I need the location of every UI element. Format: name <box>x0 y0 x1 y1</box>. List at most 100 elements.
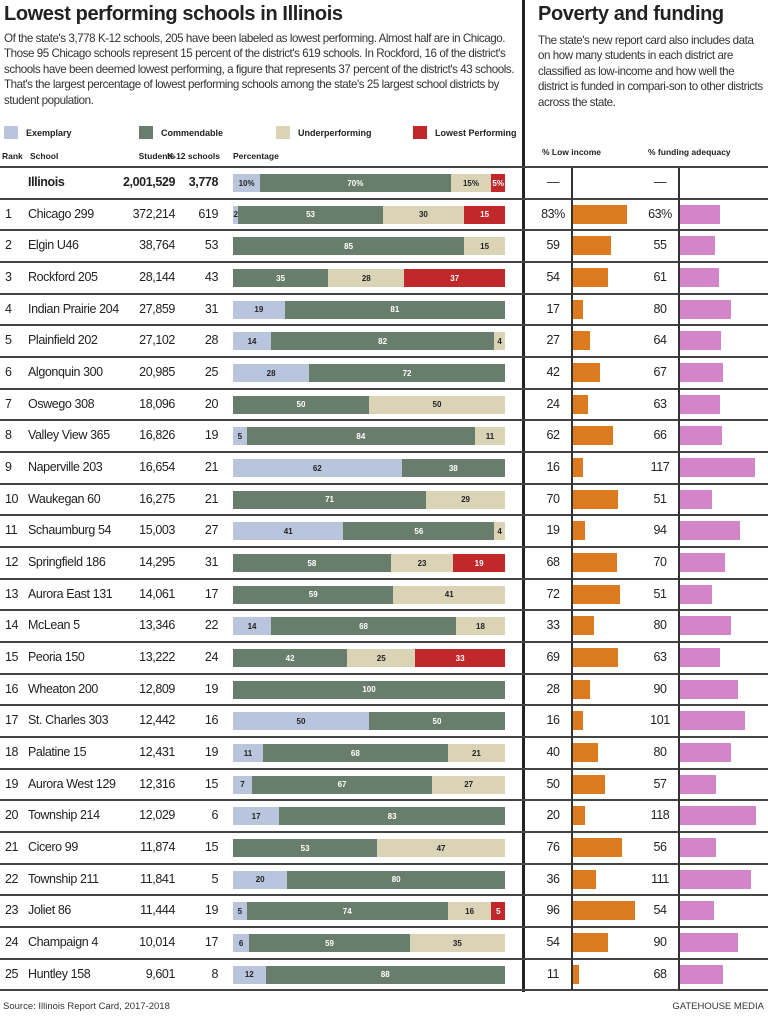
k12-count: 17 <box>204 935 219 950</box>
row-divider <box>0 197 768 200</box>
school-name: Champaign 4 <box>28 935 98 950</box>
segment-label: 25 <box>376 653 386 663</box>
school-name: Aurora West 129 <box>28 776 116 791</box>
percentage-bar: 14 82 4 <box>233 332 505 351</box>
segment-label: 21 <box>471 748 481 758</box>
funding-bar <box>679 774 717 794</box>
school-name: Cicero 99 <box>28 840 78 855</box>
rank: 6 <box>5 365 12 380</box>
legend-commendable: Commendable <box>139 126 223 139</box>
segment-label: 11 <box>485 431 495 441</box>
row-divider <box>0 324 768 327</box>
funding-value: 70 <box>653 555 667 570</box>
row-divider <box>0 862 768 865</box>
commendable-segment: 68 <box>271 617 457 636</box>
table-row: 6 Algonquin 300 20,985 25 28 72 42 67 <box>0 357 768 389</box>
table-row: 8 Valley View 365 16,826 19 5 84 11 62 66 <box>0 420 768 452</box>
lowest-segment: 37 <box>404 269 505 287</box>
underperforming-segment: 50 <box>369 395 505 414</box>
school-name: Waukegan 60 <box>28 491 101 506</box>
low-income-bar <box>572 204 627 224</box>
credit: GATEHOUSE MEDIA <box>672 1001 764 1012</box>
row-divider <box>0 609 768 612</box>
segment-label: 62 <box>312 463 322 473</box>
header-students: Students <box>138 151 175 161</box>
exemplary-segment: 14 <box>233 617 272 636</box>
commendable-segment: 35 <box>233 269 329 287</box>
percentage-bar: 5 74 16 5 <box>233 902 505 921</box>
header-funding: % funding adequacy <box>648 147 731 157</box>
rank: 8 <box>5 428 12 443</box>
school-name: Schaumburg 54 <box>28 523 112 538</box>
low-income-axis <box>571 168 573 990</box>
header-k12: K-12 schools <box>167 151 220 161</box>
funding-bar <box>679 363 723 383</box>
underperforming-segment: 29 <box>426 490 505 509</box>
funding-bar <box>679 584 713 604</box>
funding-value: 101 <box>650 713 670 728</box>
segment-label: 50 <box>432 716 442 726</box>
students-count: 16,826 <box>139 428 175 443</box>
low-income-bar <box>572 489 619 509</box>
segment-label: 27 <box>464 780 474 790</box>
commendable-segment: 56 <box>343 522 495 541</box>
funding-value: 68 <box>653 966 667 981</box>
segment-label: 59 <box>308 590 318 600</box>
low-income-bar <box>572 774 605 794</box>
percent-sign: % <box>471 178 479 188</box>
underperforming-segment: 21 <box>447 744 505 763</box>
k12-count: 19 <box>204 681 219 696</box>
exemplary-segment: 20 <box>233 870 288 889</box>
segment-label: 37 <box>450 273 460 283</box>
table-row: 3 Rockford 205 28,144 43 35 28 37 54 61 <box>0 262 768 294</box>
funding-bar <box>679 331 721 351</box>
exemplary-segment: 41 <box>233 522 344 541</box>
rank: 9 <box>5 460 12 475</box>
k12-count: 20 <box>204 396 219 411</box>
segment-label: 15 <box>480 241 490 251</box>
underperforming-segment: 47 <box>377 839 505 858</box>
students-count: 18,096 <box>139 396 175 411</box>
commendable-segment: 74 <box>246 902 448 921</box>
rank: 14 <box>5 618 19 633</box>
low-income-value: 11 <box>546 966 560 981</box>
k12-count: 21 <box>204 491 219 506</box>
row-divider <box>0 767 768 770</box>
segment-label: 15 <box>462 178 472 188</box>
school-name: Springfield 186 <box>28 555 106 570</box>
funding-bar <box>679 806 756 826</box>
row-divider <box>0 926 768 929</box>
low-income-value: 36 <box>546 871 560 886</box>
low-income-bar <box>572 711 583 731</box>
exemplary-segment: 5 <box>233 902 247 921</box>
rank: 21 <box>5 840 19 855</box>
k12-count: 19 <box>204 428 219 443</box>
commendable-segment: 50 <box>369 712 505 731</box>
lowest-segment: 15 <box>464 205 505 224</box>
exemplary-segment: 6 <box>233 934 250 953</box>
table-row: 16 Wheaton 200 12,809 19 100 28 90 <box>0 674 768 706</box>
k12-count: 24 <box>204 650 219 665</box>
low-income-value: 16 <box>546 460 560 475</box>
rank: 25 <box>5 966 19 981</box>
table-row: 13 Aurora East 131 14,061 17 59 41 72 51 <box>0 579 768 611</box>
table-row: 2 Elgin U46 38,764 53 85 15 59 55 <box>0 230 768 262</box>
rank: 10 <box>5 491 19 506</box>
percentage-bar: 17 83 <box>233 807 505 826</box>
students-count: 13,222 <box>139 650 175 665</box>
k12-count: 8 <box>211 966 218 981</box>
students-count: 14,061 <box>139 586 175 601</box>
school-name: Rockford 205 <box>28 270 98 284</box>
segment-label: 50 <box>432 400 442 410</box>
low-income-bar <box>572 458 583 478</box>
funding-value: 118 <box>650 808 670 823</box>
legend-underperforming: Underperforming <box>276 126 372 139</box>
funding-bar <box>679 616 732 636</box>
underperforming-segment: 4 <box>494 332 505 351</box>
funding-value: 55 <box>653 238 667 253</box>
percentage-bar: 19 81 <box>233 300 505 319</box>
school-name: Huntley 158 <box>28 966 91 981</box>
row-divider <box>0 577 768 580</box>
segment-label: 28 <box>266 368 276 378</box>
funding-value: 63 <box>653 650 667 665</box>
